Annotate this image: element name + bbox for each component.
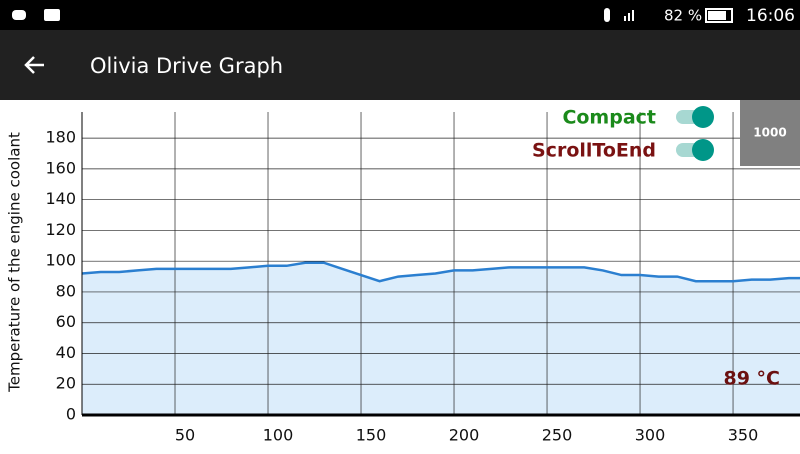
y-axis-label: Temperature of the engine coolant <box>6 132 24 393</box>
app-title: Olivia Drive Graph <box>90 54 283 78</box>
toggle-label: ScrollToEnd <box>532 140 656 162</box>
y-tick-label: 60 <box>56 312 76 331</box>
toggle[interactable] <box>676 106 714 128</box>
y-tick-label: 160 <box>45 158 76 177</box>
x-tick-label: 250 <box>542 426 573 445</box>
toggle-label: Compact <box>562 107 656 129</box>
y-tick-label: 80 <box>56 281 76 300</box>
toggle-thumb <box>692 106 714 128</box>
weather-icon <box>12 10 26 20</box>
annotation: 89 °C <box>724 368 781 390</box>
y-tick-label: 180 <box>45 128 76 147</box>
y-tick-label: 0 <box>66 405 76 424</box>
signal-icon <box>632 10 634 21</box>
battery-text: 82 % <box>664 7 702 25</box>
x-tick-label: 200 <box>449 426 480 445</box>
toggle[interactable] <box>676 139 714 161</box>
x-tick-label: 300 <box>635 426 666 445</box>
clock: 16:06 <box>746 6 795 26</box>
toggle-thumb <box>692 139 714 161</box>
area-fill <box>82 263 800 415</box>
y-tick-label: 40 <box>56 343 76 362</box>
app-icon <box>44 9 60 21</box>
y-tick-label: 140 <box>45 189 76 208</box>
bluetooth-icon <box>604 8 610 22</box>
zoom-button-label: 1000 <box>753 126 786 140</box>
x-tick-label: 150 <box>356 426 387 445</box>
y-tick-label: 20 <box>56 374 76 393</box>
y-tick-label: 120 <box>45 220 76 239</box>
x-tick-label: 100 <box>263 426 294 445</box>
y-tick-label: 100 <box>45 251 76 270</box>
battery-level <box>708 11 726 20</box>
x-tick-label: 50 <box>175 426 195 445</box>
x-tick-label: 350 <box>728 426 759 445</box>
signal-icon <box>628 13 630 21</box>
chart: 0 20 40 60 80 100 120 140 160 180 50 100 150 200 250 30… <box>6 112 800 445</box>
signal-icon <box>624 16 626 21</box>
